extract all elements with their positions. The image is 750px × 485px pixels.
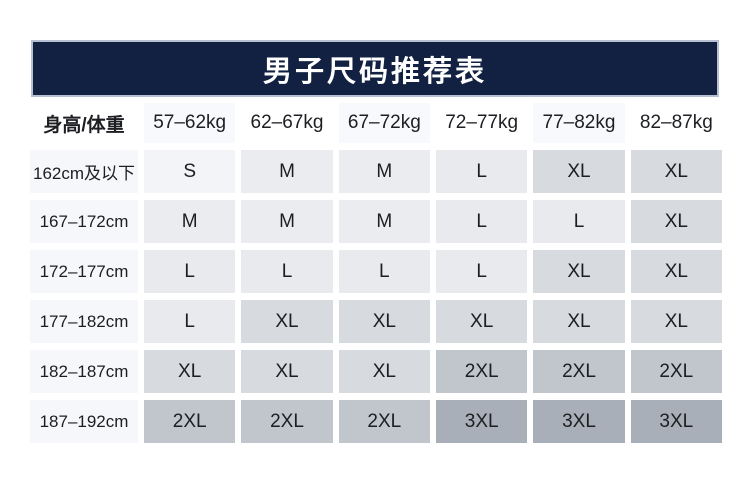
size-cell: 2XL bbox=[436, 350, 528, 393]
size-cell: M bbox=[241, 200, 333, 243]
size-cell: L bbox=[436, 150, 528, 193]
weight-header: 67–72kg bbox=[338, 103, 430, 143]
size-cell: 2XL bbox=[144, 400, 236, 443]
size-cell: XL bbox=[630, 250, 722, 293]
height-label: 187–192cm bbox=[30, 400, 138, 443]
size-cell: XL bbox=[338, 350, 430, 393]
size-cell: M bbox=[241, 150, 333, 193]
size-cell: L bbox=[436, 250, 528, 293]
size-cell: 3XL bbox=[533, 400, 625, 443]
height-label: 182–187cm bbox=[30, 350, 138, 393]
size-cell: XL bbox=[241, 350, 333, 393]
size-cell: L bbox=[436, 200, 528, 243]
size-cell: M bbox=[338, 150, 430, 193]
size-cell: 3XL bbox=[436, 400, 528, 443]
size-cell: XL bbox=[630, 150, 722, 193]
size-cell: 2XL bbox=[533, 350, 625, 393]
corner-header-height-weight: 身高/体重 bbox=[30, 103, 138, 143]
weight-header: 72–77kg bbox=[436, 103, 528, 143]
size-cell: XL bbox=[338, 300, 430, 343]
weight-header: 57–62kg bbox=[144, 103, 236, 143]
height-label: 162cm及以下 bbox=[30, 150, 138, 193]
weight-header: 82–87kg bbox=[630, 103, 722, 143]
size-cell: 2XL bbox=[630, 350, 722, 393]
table-title-bar: 男子尺码推荐表 bbox=[31, 40, 719, 97]
size-recommendation-table: 身高/体重 57–62kg 62–67kg 67–72kg 72–77kg 77… bbox=[30, 103, 722, 443]
size-cell: XL bbox=[241, 300, 333, 343]
height-label: 172–177cm bbox=[30, 250, 138, 293]
weight-header: 62–67kg bbox=[241, 103, 333, 143]
size-cell: XL bbox=[533, 250, 625, 293]
size-cell: M bbox=[144, 200, 236, 243]
height-label: 167–172cm bbox=[30, 200, 138, 243]
size-cell: L bbox=[533, 200, 625, 243]
size-cell: M bbox=[338, 200, 430, 243]
size-cell: S bbox=[144, 150, 236, 193]
size-cell: XL bbox=[630, 200, 722, 243]
weight-header: 77–82kg bbox=[533, 103, 625, 143]
size-cell: XL bbox=[630, 300, 722, 343]
size-cell: XL bbox=[533, 150, 625, 193]
size-cell: XL bbox=[533, 300, 625, 343]
size-cell: L bbox=[338, 250, 430, 293]
size-cell: L bbox=[144, 250, 236, 293]
size-cell: XL bbox=[436, 300, 528, 343]
height-label: 177–182cm bbox=[30, 300, 138, 343]
size-cell: 2XL bbox=[241, 400, 333, 443]
size-cell: 3XL bbox=[630, 400, 722, 443]
size-cell: 2XL bbox=[338, 400, 430, 443]
size-cell: XL bbox=[144, 350, 236, 393]
page-title: 男子尺码推荐表 bbox=[262, 55, 487, 88]
size-cell: L bbox=[241, 250, 333, 293]
size-cell: L bbox=[144, 300, 236, 343]
